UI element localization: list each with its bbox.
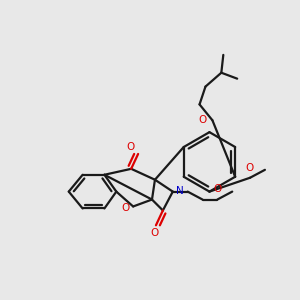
- Text: O: O: [151, 228, 159, 238]
- Text: N: N: [176, 186, 184, 196]
- Text: O: O: [121, 203, 129, 214]
- Text: O: O: [245, 163, 253, 173]
- Text: O: O: [126, 142, 134, 152]
- Text: O: O: [198, 115, 206, 125]
- Text: O: O: [213, 184, 221, 194]
